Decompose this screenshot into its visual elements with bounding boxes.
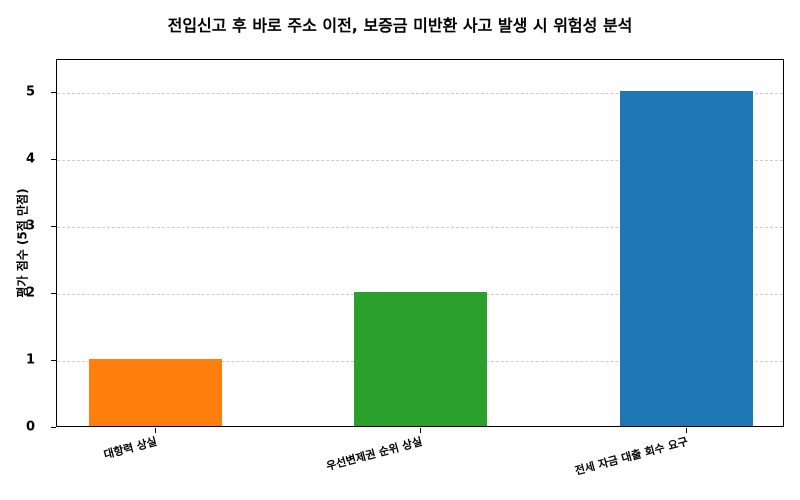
x-tick-2 [420,428,421,433]
x-tick-label-3: 전세 자금 대출 회수 요구 [573,434,690,478]
plot-area: 0 1 2 3 4 5 [26,59,784,435]
y-tick-1 [51,360,56,361]
x-tick-label-2: 우선변제권 순위 상실 [325,434,424,474]
y-tick-4 [51,159,56,160]
x-tick-3 [686,428,687,433]
y-tick-label-1: 1 [25,352,35,368]
gridline-4 [57,160,783,161]
y-tick-label-2: 2 [25,285,35,301]
y-tick-label-4: 4 [25,151,35,167]
y-tick-label-3: 3 [25,218,35,234]
y-tick-0 [51,427,56,428]
x-tick-1 [155,428,156,433]
y-tick-3 [51,226,56,227]
x-tick-label-1: 대항력 상실 [101,434,158,462]
bar-3 [620,91,753,426]
y-tick-5 [51,92,56,93]
bar-1 [89,359,222,426]
bar-2 [354,292,487,426]
y-tick-label-0: 0 [25,419,35,435]
gridline-3 [57,227,783,228]
gridline-5 [57,93,783,94]
chart-title: 전입신고 후 바로 주소 이전, 보증금 미반환 사고 발생 시 위험성 분석 [167,16,633,35]
y-axis-label: 평가 점수 (5점 만점) [15,188,30,298]
y-tick-label-5: 5 [25,84,35,100]
y-tick-2 [51,293,56,294]
